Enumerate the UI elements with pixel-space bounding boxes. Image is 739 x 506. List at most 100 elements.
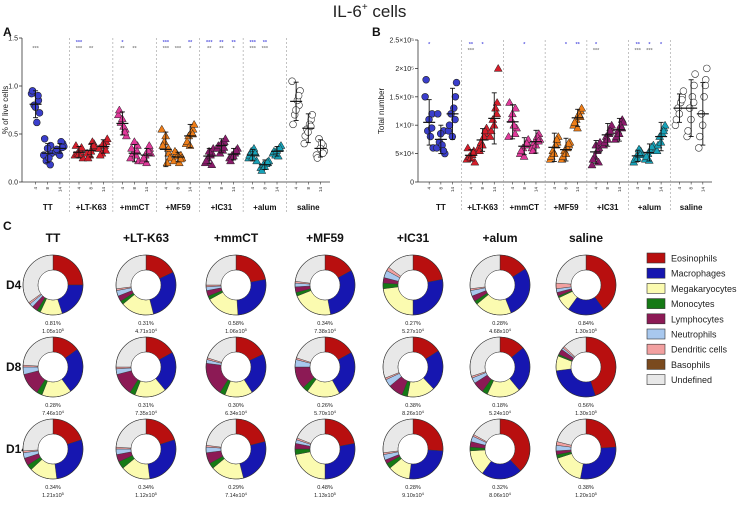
data-point xyxy=(421,93,429,101)
donut-outline xyxy=(115,254,177,316)
donut-hole xyxy=(484,351,516,383)
data-point xyxy=(77,142,86,151)
significance-top: * xyxy=(428,42,431,48)
data-point xyxy=(231,145,241,154)
significance-top: ** xyxy=(219,40,224,46)
significance-bottom: *** xyxy=(593,48,600,54)
donut-outline xyxy=(115,418,177,480)
data-point xyxy=(45,154,53,162)
count-label: 1.12x105 xyxy=(135,491,158,499)
data-point xyxy=(470,157,480,166)
percent-label: 0.31% xyxy=(138,321,154,327)
significance-bottom: ** xyxy=(219,46,224,52)
data-point xyxy=(319,149,327,157)
data-point xyxy=(158,141,168,149)
significance-top: * xyxy=(482,42,485,48)
legend-label: Megakaryocytes xyxy=(671,284,737,294)
panel-c-donuts: TT +LT-K63 +mmCT +MF59 +IC31 +alum saline D4 0.8… xyxy=(6,231,617,499)
data-point xyxy=(162,158,172,167)
data-point xyxy=(114,105,124,114)
count-exponent: 5 xyxy=(334,491,337,496)
data-point xyxy=(142,158,151,167)
data-point xyxy=(450,104,458,112)
data-point xyxy=(528,146,538,155)
donut-hole xyxy=(130,269,162,301)
significance-top: ** xyxy=(231,40,236,46)
data-point xyxy=(300,139,308,148)
percent-label: 0.28% xyxy=(492,321,508,327)
group-label: TT xyxy=(436,203,446,212)
data-point xyxy=(188,129,198,138)
legend-swatch xyxy=(646,267,666,279)
data-point xyxy=(207,160,217,168)
data-point xyxy=(119,121,129,130)
donut-outline xyxy=(294,418,356,480)
significance-bottom: *** xyxy=(468,48,475,54)
data-point xyxy=(40,135,49,143)
data-point xyxy=(451,115,459,124)
day-tick-label: 14 xyxy=(188,187,193,193)
data-point xyxy=(95,150,105,159)
significance-bottom: ** xyxy=(132,46,137,52)
data-point xyxy=(516,146,526,155)
count-mantissa: 1.06x10 xyxy=(225,329,245,335)
significance-bottom: *** xyxy=(175,46,182,52)
count-label: 7.38x104 xyxy=(314,327,337,335)
donut-hole xyxy=(397,351,429,383)
group-label: +alum xyxy=(638,203,661,212)
data-point xyxy=(475,146,484,155)
data-point xyxy=(485,132,495,140)
data-point xyxy=(102,134,112,143)
count-exponent: 4 xyxy=(155,327,158,332)
day-tick-label: 14 xyxy=(275,187,280,193)
count-mantissa: 1.30x10 xyxy=(575,411,595,417)
data-point xyxy=(678,95,686,104)
data-point xyxy=(480,126,490,135)
donut-outline xyxy=(469,336,531,398)
count-mantissa: 9.10x10 xyxy=(402,493,422,499)
percent-label: 0.26% xyxy=(317,403,333,409)
count-exponent: 4 xyxy=(422,409,425,414)
day-tick-label: 8 xyxy=(605,187,610,190)
day-tick-label: 8 xyxy=(438,187,443,190)
count-label: 7.46x104 xyxy=(42,409,65,417)
count-mantissa: 7.46x10 xyxy=(42,411,62,417)
y-axis-title: % of live cells xyxy=(1,86,10,134)
count-exponent: 4 xyxy=(245,491,248,496)
data-point xyxy=(570,117,580,126)
donut-outline xyxy=(382,336,444,398)
data-point xyxy=(422,76,430,84)
data-point xyxy=(703,64,711,73)
count-mantissa: 5.70x10 xyxy=(314,411,334,417)
y-tick-label: 1×10⁵ xyxy=(395,123,414,130)
donut-hole xyxy=(37,269,69,301)
day-tick-label: 4 xyxy=(552,187,557,190)
donut-hole xyxy=(484,269,516,301)
group-label: +mmCT xyxy=(120,203,150,212)
count-exponent: 4 xyxy=(509,491,512,496)
donut-outline xyxy=(205,254,267,316)
data-point xyxy=(452,78,461,87)
data-point xyxy=(219,142,229,151)
day-tick-label: 4 xyxy=(294,187,299,190)
significance-bottom: *** xyxy=(262,46,269,52)
legend-label: Lymphocytes xyxy=(671,314,724,324)
data-point xyxy=(426,132,435,141)
data-point xyxy=(492,97,502,106)
data-point xyxy=(89,141,99,149)
count-mantissa: 1.30x10 xyxy=(575,329,595,335)
day-tick-label: 8 xyxy=(89,187,94,190)
donut-outline xyxy=(382,418,444,480)
data-point xyxy=(127,143,136,152)
y-tick-label: 1.5×10⁵ xyxy=(389,94,414,101)
data-point xyxy=(113,110,123,119)
significance-top: ** xyxy=(576,42,581,48)
count-mantissa: 5.24x10 xyxy=(489,411,509,417)
donut-outline xyxy=(555,336,617,398)
data-point xyxy=(519,151,529,160)
percent-label: 0.58% xyxy=(228,321,244,327)
day-tick-label: 14 xyxy=(492,187,497,193)
data-point xyxy=(506,115,516,123)
y-tick-label: 0.5 xyxy=(8,132,18,139)
count-exponent: 4 xyxy=(62,409,65,414)
